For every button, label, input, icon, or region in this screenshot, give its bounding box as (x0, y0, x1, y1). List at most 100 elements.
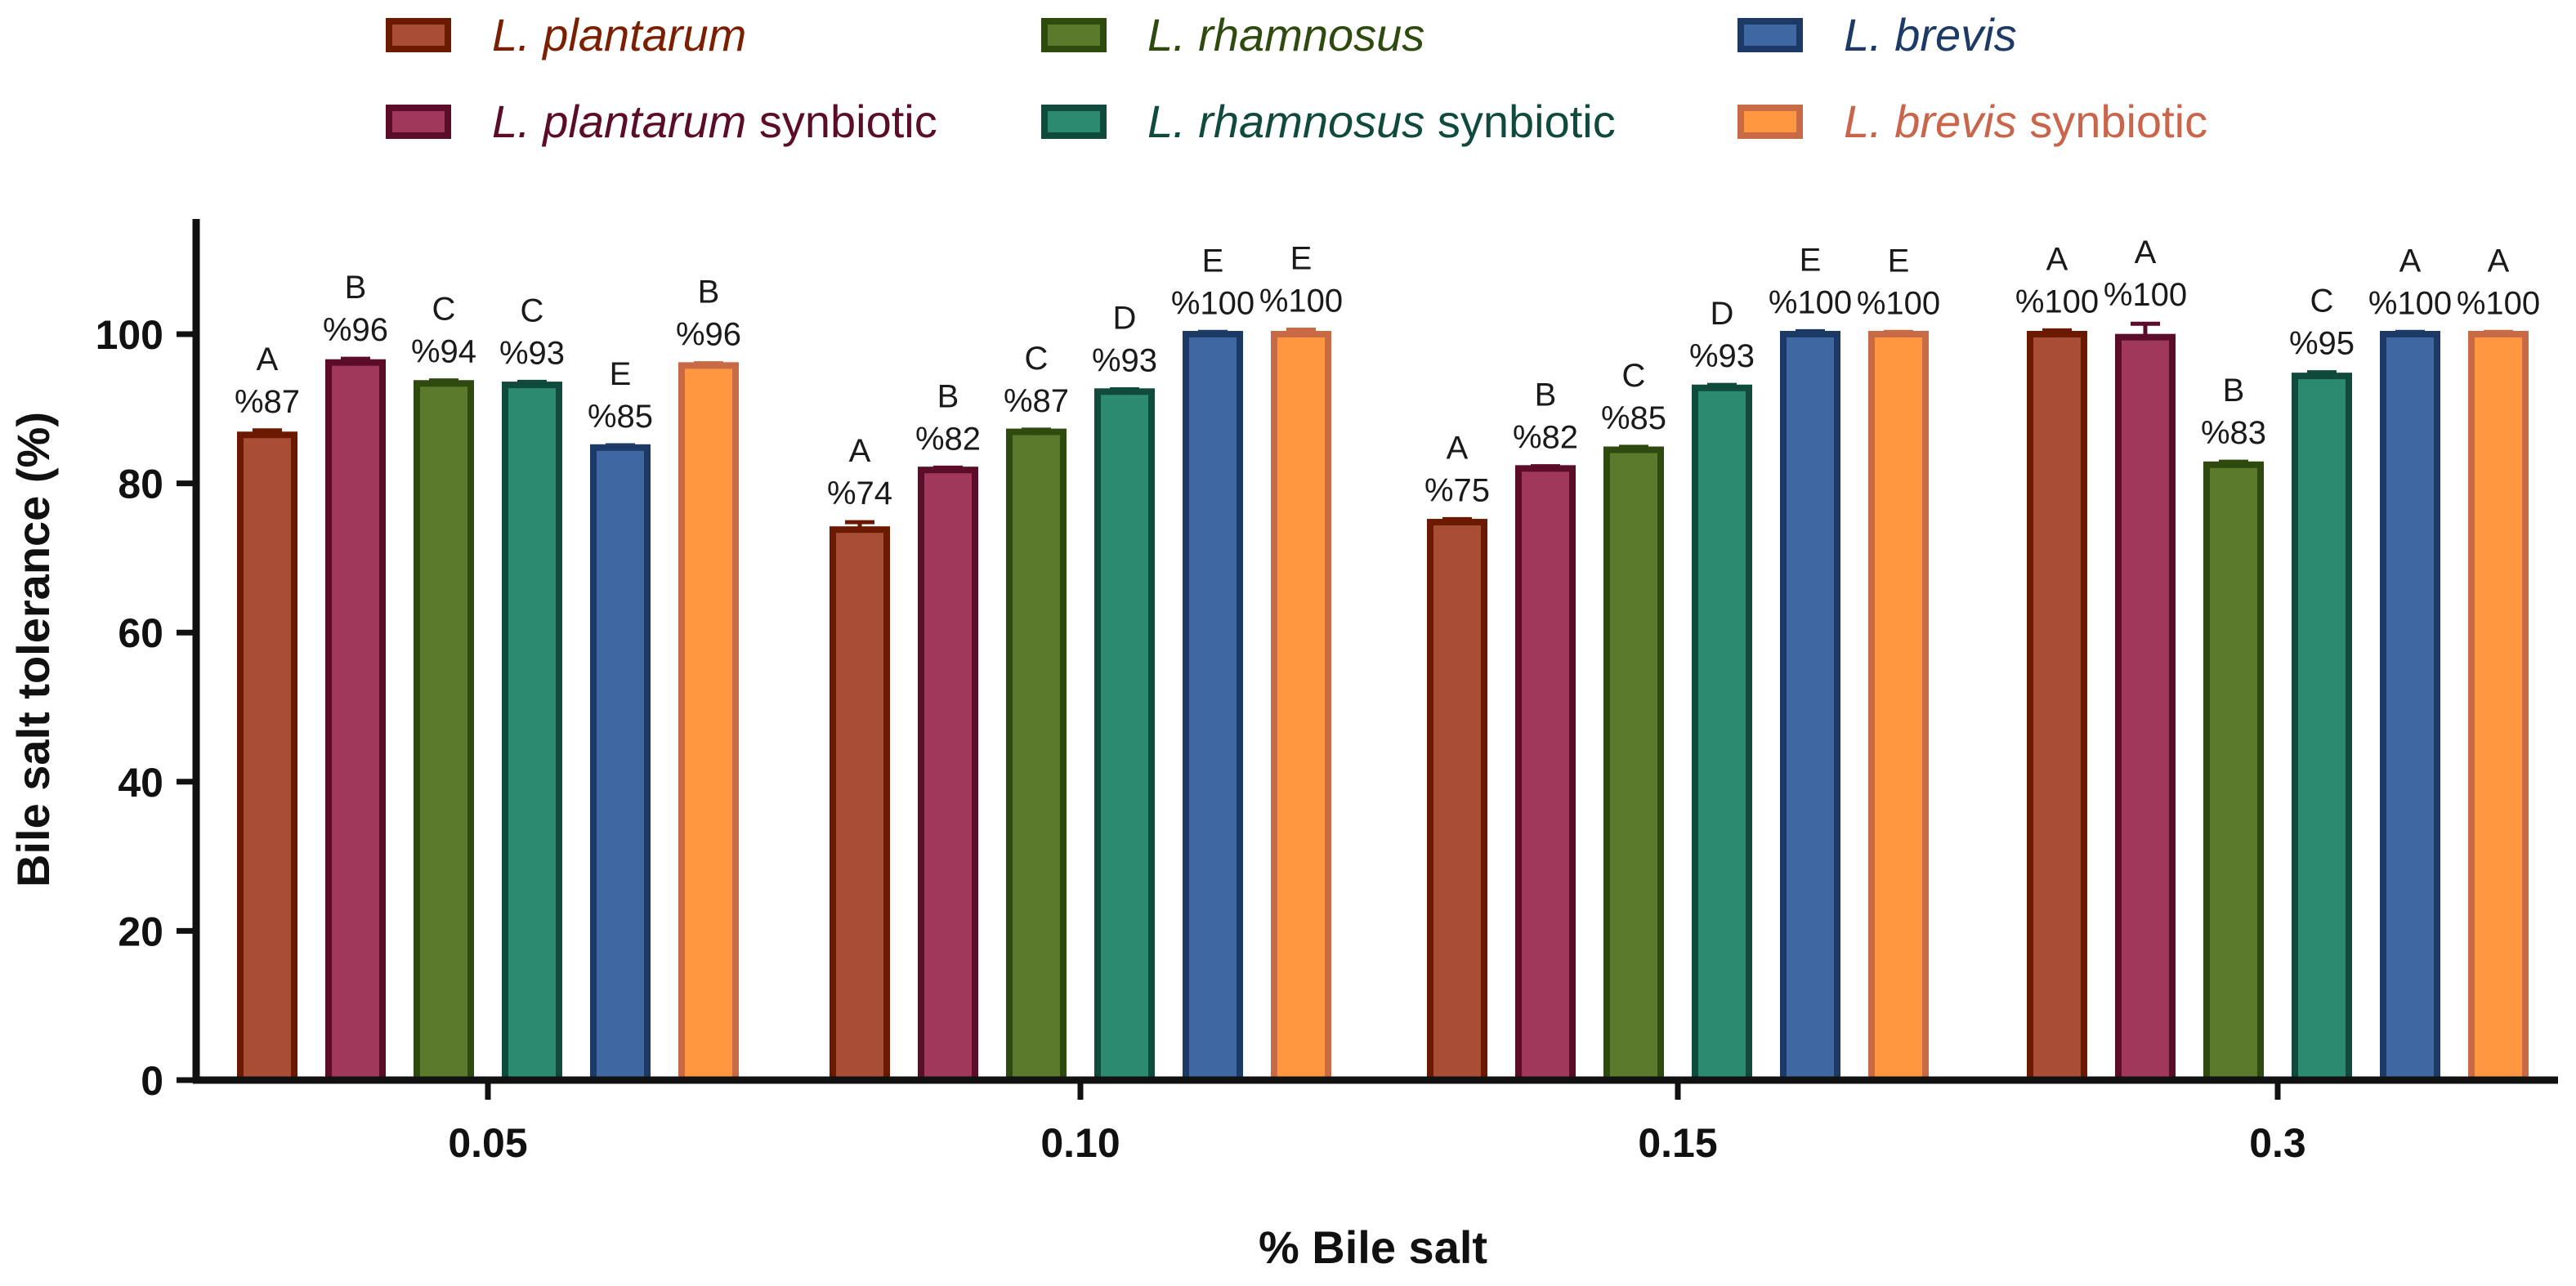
data-label: %93 (1092, 343, 1157, 379)
bar (414, 380, 474, 1083)
legend-label: L. brevis (1844, 9, 2017, 60)
bar (237, 431, 297, 1083)
bar (502, 382, 562, 1084)
significance-letter: D (1711, 296, 1734, 332)
significance-letter: C (521, 292, 544, 328)
bar (1271, 331, 1331, 1083)
data-label: %82 (915, 421, 981, 457)
bar (590, 444, 651, 1083)
significance-letter: C (1025, 341, 1049, 377)
data-label: %100 (1857, 285, 1940, 321)
data-label: %74 (827, 476, 892, 511)
data-label: %100 (1769, 284, 1852, 320)
bar (2380, 331, 2440, 1083)
bar (830, 526, 890, 1083)
legend-label: L. brevis synbiotic (1844, 96, 2207, 147)
data-label: %93 (499, 335, 565, 371)
bar (1094, 388, 1155, 1083)
bar (2292, 373, 2352, 1083)
significance-letter: B (2223, 373, 2245, 409)
y-ticks: 0 20 40 60 80 100 (96, 312, 196, 1104)
significance-letter: E (1202, 243, 1224, 279)
significance-letter: E (610, 356, 632, 392)
bar (2027, 331, 2087, 1083)
legend-label: L. rhamnosus synbiotic (1147, 96, 1616, 147)
y-tick-label: 20 (118, 909, 163, 954)
significance-letter: B (937, 378, 959, 414)
data-label: %94 (411, 334, 476, 370)
bar (1692, 384, 1752, 1083)
legend-swatch (386, 105, 451, 139)
y-axis-title: Bile salt tolerance (%) (7, 412, 59, 887)
y-tick-label: 40 (118, 760, 163, 806)
significance-letter: A (1447, 430, 1469, 466)
significance-letter: B (345, 270, 367, 306)
data-label: %100 (2104, 277, 2187, 313)
data-label: %100 (2457, 285, 2540, 321)
data-label: %100 (1171, 285, 1254, 321)
significance-letter: A (2135, 234, 2157, 270)
bar (1006, 428, 1067, 1083)
significance-letter: E (1888, 243, 1910, 279)
data-label: %87 (235, 384, 300, 420)
legend: L. plantarum L. rhamnosus L. brevis L. plan… (386, 9, 2207, 147)
legend-label: L. rhamnosus (1147, 9, 1424, 60)
bar-annotations: %87 A %74 A %75 A %100 A %96 B %82 B %82 B %100 A %94 C %8… (235, 234, 2540, 511)
axes (192, 219, 2558, 1084)
x-tick-label: 0.05 (448, 1120, 527, 1166)
legend-label: L. plantarum (492, 9, 746, 60)
bar (678, 362, 739, 1083)
significance-letter: C (2310, 284, 2334, 319)
bar (2203, 461, 2264, 1083)
data-label: %82 (1513, 420, 1578, 456)
bar (1868, 331, 1929, 1083)
data-label: %96 (323, 312, 388, 348)
significance-letter: B (698, 275, 720, 310)
significance-letter: E (1800, 242, 1822, 278)
bar (2115, 333, 2176, 1084)
data-label: %100 (2368, 285, 2452, 321)
legend-swatch (1041, 18, 1107, 52)
data-label: %87 (1004, 383, 1069, 419)
x-ticks: 0.05 0.10 0.15 0.3 (448, 1080, 2306, 1166)
data-label: %85 (588, 399, 653, 435)
bar (325, 359, 386, 1084)
significance-letter: C (432, 292, 456, 328)
bar (1603, 446, 1664, 1083)
data-label: %83 (2201, 415, 2266, 451)
data-label: %93 (1689, 338, 1755, 374)
significance-letter: A (2046, 241, 2068, 277)
y-tick-label: 80 (118, 462, 163, 507)
data-label: %100 (1259, 284, 1343, 319)
bar (1427, 519, 1487, 1083)
x-tick-label: 0.3 (2249, 1120, 2306, 1166)
y-tick-label: 60 (118, 610, 163, 656)
significance-letter: A (257, 342, 279, 377)
x-tick-label: 0.10 (1040, 1120, 1120, 1166)
data-label: %96 (676, 317, 741, 353)
data-label: %100 (2015, 284, 2099, 319)
significance-letter: A (2488, 243, 2510, 279)
y-tick-label: 0 (141, 1058, 163, 1104)
bar (1183, 331, 1243, 1083)
legend-label: L. plantarum synbiotic (492, 96, 937, 147)
significance-letter: A (2399, 243, 2422, 279)
significance-letter: B (1535, 377, 1557, 413)
bar (1515, 465, 1576, 1083)
data-label: %95 (2289, 326, 2355, 362)
bar (2468, 331, 2529, 1083)
data-label: %75 (1424, 472, 1490, 508)
bar (918, 467, 978, 1083)
bar (1780, 331, 1840, 1083)
legend-swatch (386, 18, 451, 52)
legend-swatch (1737, 105, 1803, 139)
x-tick-label: 0.15 (1638, 1120, 1717, 1166)
y-tick-label: 100 (96, 312, 163, 358)
significance-letter: E (1290, 241, 1313, 277)
legend-swatch (1041, 105, 1107, 139)
data-label: %85 (1601, 400, 1666, 436)
bars-layer (237, 321, 2529, 1084)
significance-letter: A (849, 433, 871, 469)
significance-letter: D (1113, 301, 1137, 337)
